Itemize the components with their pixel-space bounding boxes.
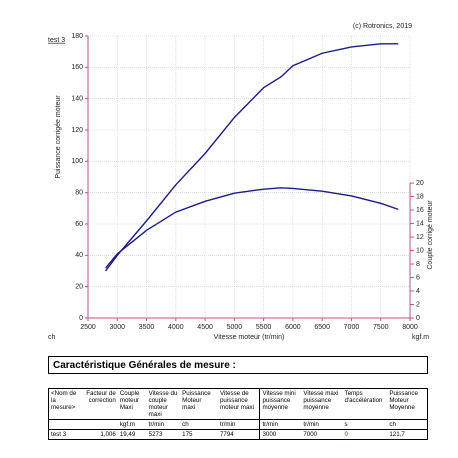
table-row: <Nom de la mesure> Facteur de correction C… [48,388,428,420]
y-tick-label: 140 [71,96,83,103]
x-axis-label: Vitesse moteur (tr/min) [214,334,285,341]
table-row: kgf.m tr/min ch tr/min tr/min tr/min s ch [48,419,428,430]
table-cell: 175 [180,429,218,440]
table-cell: ch [180,419,218,430]
table-cell: 5273 [146,429,181,440]
y2-tick-label: 14 [416,220,424,227]
x-tick-label: 8000 [402,324,418,331]
y2-axis-label: Couple corrigé moteur [427,200,434,270]
y2-tick-label: 0 [416,315,420,322]
y2-tick-label: 12 [416,234,424,241]
x-tick-label: 5000 [227,324,243,331]
y2-tick-label: 6 [416,274,420,281]
y-tick-label: 180 [71,33,83,40]
table-cell: Facteur de correction [82,388,118,420]
table-cell: s [342,419,388,430]
table-cell: Puissance Moteur maxi [180,388,218,420]
y-tick-label: 0 [79,315,83,322]
table-cell: Vitesse maxi puissance moyenne [301,388,343,420]
y2-tick-label: 18 [416,193,424,200]
y2-tick-label: 4 [416,288,420,295]
x-tick-label: 3500 [139,324,155,331]
table-cell [82,419,118,430]
series-line [105,43,399,272]
table-cell: 7000 [301,429,343,440]
table-cell: 3000 [259,429,302,440]
table-cell: 0 [342,429,388,440]
y-tick-label: 40 [75,252,83,259]
table-cell: tr/min [301,419,343,430]
table-cell: ch [387,419,428,430]
table-cell: 19,49 [117,429,147,440]
y-tick-label: 100 [71,158,83,165]
x-tick-label: 5500 [256,324,272,331]
table-cell: Vitesse du couple moteur maxi [146,388,181,420]
series-line [105,187,399,269]
x-tick-label: 6500 [314,324,330,331]
y-tick-label: 60 [75,221,83,228]
table-cell: tr/min [217,419,260,430]
y2-unit: kgf.m [412,334,429,341]
x-tick-label: 4000 [168,324,184,331]
x-tick-label: 2500 [80,324,96,331]
x-tick-label: 3000 [109,324,125,331]
x-tick-label: 6000 [285,324,301,331]
y2-tick-label: 10 [416,247,424,254]
table-cell: Couple moteur Maxi [117,388,147,420]
section-title: Caractéristique Générales de mesure : [48,356,428,374]
table-cell: kgf.m [117,419,147,430]
y-tick-label: 80 [75,190,83,197]
y2-tick-label: 2 [416,301,420,308]
y-tick-label: 20 [75,284,83,291]
table-cell [48,419,83,430]
table-cell: tr/min [146,419,181,430]
x-tick-label: 4500 [197,324,213,331]
table-cell: Puissance Moteur Moyenne [387,388,428,420]
table-cell: Vitesse mini puissance moyenne [259,388,302,420]
table-cell: 1,006 [82,429,118,440]
table-row: test 3 1,006 19,49 5273 175 7794 3000 7000 0 121,… [48,429,428,440]
y2-tick-label: 8 [416,261,420,268]
table-cell: 121,7 [387,429,428,440]
table-cell: tr/min [259,419,302,430]
copyright: (c) Rotronics, 2019 [353,23,412,30]
y-axis-label: Puissance corrigée moteur [55,95,62,179]
table-cell: Temps d'accélération [342,388,388,420]
x-tick-label: 7500 [373,324,389,331]
table-cell: Vitesse de puissance moteur maxi [217,388,260,420]
y2-tick-label: 16 [416,207,424,214]
y-unit: ch [48,334,56,341]
measure-tag: test 3 [48,37,65,44]
table-cell: <Nom de la mesure> [48,388,83,420]
results-table: <Nom de la mesure> Facteur de correction C… [48,388,428,440]
y-tick-label: 120 [71,127,83,134]
y-tick-label: 160 [71,64,83,71]
table-cell: test 3 [48,429,83,440]
x-tick-label: 7000 [344,324,360,331]
table-cell: 7794 [217,429,260,440]
y2-tick-label: 20 [416,180,424,187]
